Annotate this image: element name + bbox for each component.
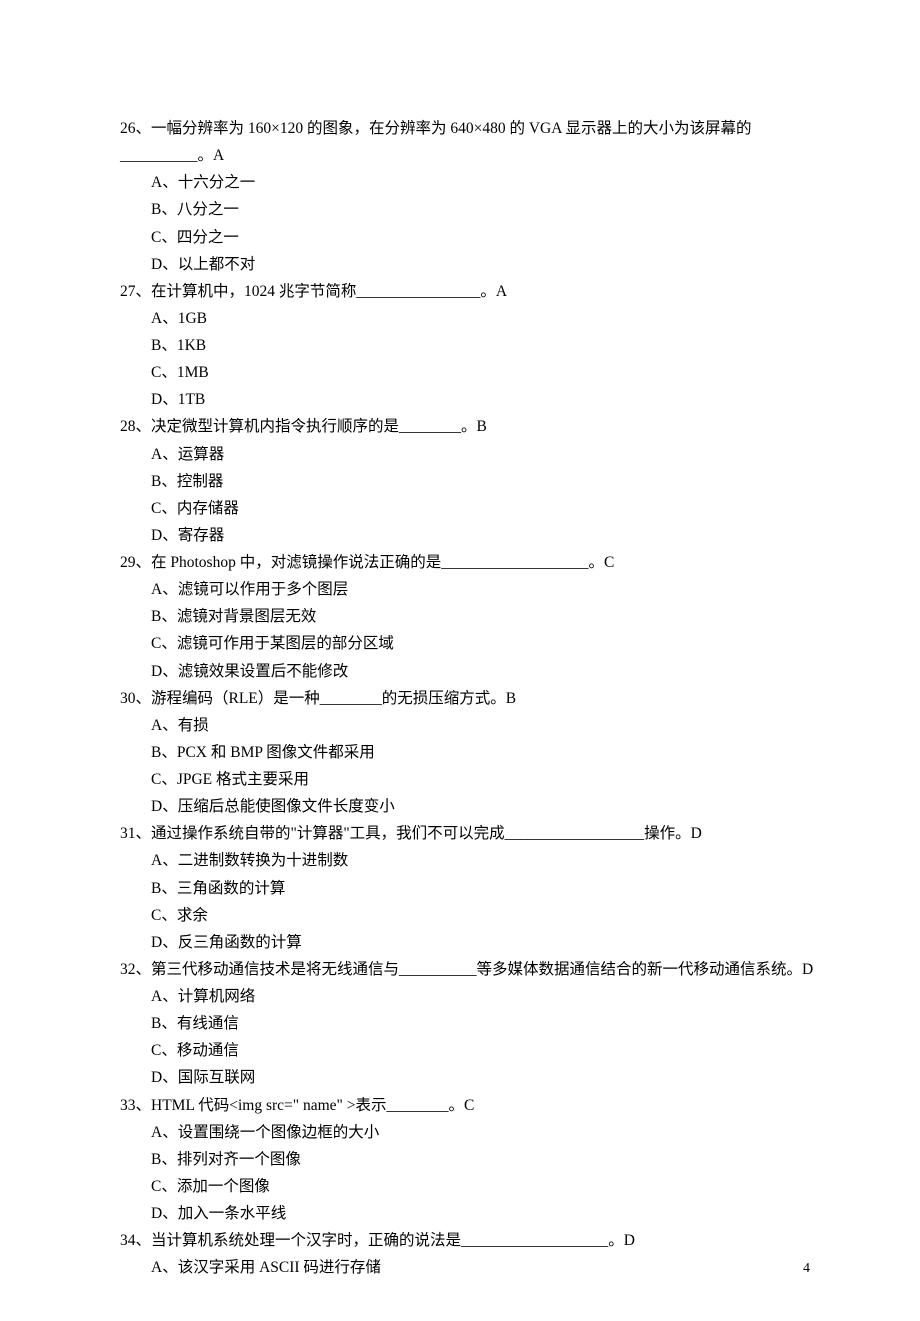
options-list: A、滤镜可以作用于多个图层 B、滤镜对背景图层无效 C、滤镜可作用于某图层的部分… — [120, 576, 830, 685]
question-27: 27、在计算机中，1024 兆字节简称________________。A A、… — [120, 278, 830, 414]
question-30: 30、游程编码（RLE）是一种________的无损压缩方式。B A、有损 B、… — [120, 685, 830, 821]
options-list: A、有损 B、PCX 和 BMP 图像文件都采用 C、JPGE 格式主要采用 D… — [120, 712, 830, 821]
option-c: C、添加一个图像 — [151, 1173, 830, 1200]
option-b: B、三角函数的计算 — [151, 875, 830, 902]
option-b: B、排列对齐一个图像 — [151, 1146, 830, 1173]
option-d: D、国际互联网 — [151, 1064, 830, 1091]
options-list: A、运算器 B、控制器 C、内存储器 D、寄存器 — [120, 441, 830, 550]
option-d: D、加入一条水平线 — [151, 1200, 830, 1227]
question-33: 33、HTML 代码<img src=" name" >表示________。C… — [120, 1092, 830, 1228]
option-b: B、1KB — [151, 332, 830, 359]
option-d: D、反三角函数的计算 — [151, 929, 830, 956]
question-29: 29、在 Photoshop 中，对滤镜操作说法正确的是____________… — [120, 549, 830, 685]
option-c: C、内存储器 — [151, 495, 830, 522]
question-28: 28、决定微型计算机内指令执行顺序的是________。B A、运算器 B、控制… — [120, 413, 830, 549]
option-c: C、求余 — [151, 902, 830, 929]
option-b: B、有线通信 — [151, 1010, 830, 1037]
option-a: A、该汉字采用 ASCII 码进行存储 — [151, 1254, 830, 1281]
document-page: 26、一幅分辨率为 160×120 的图象，在分辨率为 640×480 的 VG… — [0, 0, 920, 1321]
options-list: A、十六分之一 B、八分之一 C、四分之一 D、以上都不对 — [120, 169, 830, 278]
option-a: A、运算器 — [151, 441, 830, 468]
question-26: 26、一幅分辨率为 160×120 的图象，在分辨率为 640×480 的 VG… — [120, 115, 830, 278]
page-number: 4 — [803, 1257, 810, 1282]
option-b: B、PCX 和 BMP 图像文件都采用 — [151, 739, 830, 766]
option-a: A、滤镜可以作用于多个图层 — [151, 576, 830, 603]
option-c: C、滤镜可作用于某图层的部分区域 — [151, 630, 830, 657]
option-a: A、计算机网络 — [151, 983, 830, 1010]
option-b: B、八分之一 — [151, 196, 830, 223]
option-d: D、寄存器 — [151, 522, 830, 549]
option-c: C、1MB — [151, 359, 830, 386]
question-text: 32、第三代移动通信技术是将无线通信与__________等多媒体数据通信结合的… — [120, 956, 830, 983]
options-list: A、二进制数转换为十进制数 B、三角函数的计算 C、求余 D、反三角函数的计算 — [120, 847, 830, 956]
option-d: D、以上都不对 — [151, 251, 830, 278]
options-list: A、设置围绕一个图像边框的大小 B、排列对齐一个图像 C、添加一个图像 D、加入… — [120, 1119, 830, 1228]
question-text: 30、游程编码（RLE）是一种________的无损压缩方式。B — [120, 685, 830, 712]
option-c: C、四分之一 — [151, 224, 830, 251]
option-b: B、控制器 — [151, 468, 830, 495]
question-text: 34、当计算机系统处理一个汉字时，正确的说法是_________________… — [120, 1227, 830, 1254]
question-text: 29、在 Photoshop 中，对滤镜操作说法正确的是____________… — [120, 549, 830, 576]
question-text: 33、HTML 代码<img src=" name" >表示________。C — [120, 1092, 830, 1119]
option-c: C、移动通信 — [151, 1037, 830, 1064]
option-c: C、JPGE 格式主要采用 — [151, 766, 830, 793]
option-b: B、滤镜对背景图层无效 — [151, 603, 830, 630]
question-text: 28、决定微型计算机内指令执行顺序的是________。B — [120, 413, 830, 440]
options-list: A、该汉字采用 ASCII 码进行存储 — [120, 1254, 830, 1281]
question-34: 34、当计算机系统处理一个汉字时，正确的说法是_________________… — [120, 1227, 830, 1281]
option-a: A、有损 — [151, 712, 830, 739]
question-text: 31、通过操作系统自带的"计算器"工具，我们不可以完成_____________… — [120, 820, 830, 847]
option-a: A、十六分之一 — [151, 169, 830, 196]
question-31: 31、通过操作系统自带的"计算器"工具，我们不可以完成_____________… — [120, 820, 830, 956]
option-a: A、1GB — [151, 305, 830, 332]
question-32: 32、第三代移动通信技术是将无线通信与__________等多媒体数据通信结合的… — [120, 956, 830, 1092]
option-d: D、1TB — [151, 386, 830, 413]
options-list: A、1GB B、1KB C、1MB D、1TB — [120, 305, 830, 414]
question-text: 27、在计算机中，1024 兆字节简称________________。A — [120, 278, 830, 305]
option-a: A、二进制数转换为十进制数 — [151, 847, 830, 874]
option-d: D、压缩后总能使图像文件长度变小 — [151, 793, 830, 820]
question-text: 26、一幅分辨率为 160×120 的图象，在分辨率为 640×480 的 VG… — [120, 115, 830, 169]
option-d: D、滤镜效果设置后不能修改 — [151, 658, 830, 685]
options-list: A、计算机网络 B、有线通信 C、移动通信 D、国际互联网 — [120, 983, 830, 1092]
option-a: A、设置围绕一个图像边框的大小 — [151, 1119, 830, 1146]
